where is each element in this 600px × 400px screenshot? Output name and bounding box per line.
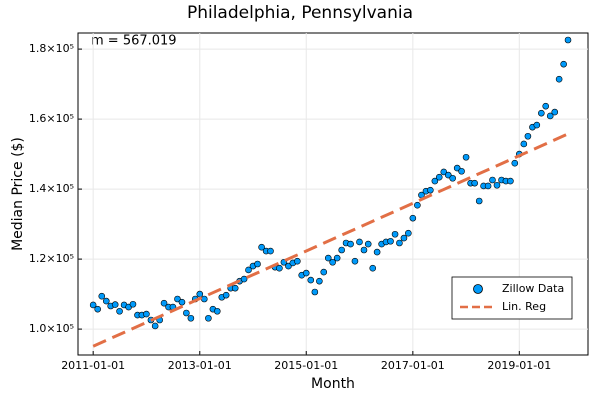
data-point bbox=[307, 276, 315, 284]
regression-line bbox=[92, 132, 569, 348]
data-point bbox=[338, 246, 345, 254]
data-point bbox=[369, 264, 377, 272]
y-tick-label: 1.2×10⁵ bbox=[29, 252, 74, 265]
data-point bbox=[178, 298, 186, 306]
data-point bbox=[555, 75, 563, 83]
data-point bbox=[458, 167, 465, 175]
data-point bbox=[183, 309, 190, 317]
data-point bbox=[409, 214, 417, 222]
y-tick-label: 1.4×10⁵ bbox=[29, 182, 74, 195]
data-point bbox=[538, 109, 545, 117]
data-point bbox=[320, 268, 328, 276]
data-point bbox=[102, 297, 110, 305]
data-point bbox=[431, 177, 439, 185]
data-point bbox=[391, 230, 399, 238]
data-point bbox=[462, 153, 470, 161]
data-point bbox=[546, 112, 554, 120]
data-point bbox=[373, 248, 381, 256]
x-tick-label: 2015-01-01 bbox=[274, 359, 338, 372]
data-point bbox=[89, 301, 97, 309]
data-point bbox=[129, 300, 137, 308]
data-point bbox=[276, 264, 283, 272]
data-point bbox=[471, 179, 478, 187]
data-point bbox=[405, 229, 412, 237]
data-point bbox=[511, 159, 519, 167]
data-point bbox=[440, 168, 448, 176]
x-tick-label: 2019-01-01 bbox=[487, 359, 551, 372]
x-tick-label: 2011-01-01 bbox=[61, 359, 125, 372]
data-point bbox=[435, 173, 443, 181]
data-point bbox=[311, 288, 319, 296]
data-point bbox=[143, 310, 150, 318]
x-tick-label: 2013-01-01 bbox=[168, 359, 232, 372]
data-point bbox=[324, 254, 332, 262]
legend-label: Lin. Reg bbox=[502, 300, 546, 313]
y-axis-label: Median Price ($) bbox=[10, 137, 26, 251]
y-tick-label: 1.6×10⁵ bbox=[29, 112, 74, 125]
data-point bbox=[347, 240, 354, 248]
data-point bbox=[333, 254, 341, 262]
data-point bbox=[267, 247, 274, 255]
data-point bbox=[316, 277, 323, 285]
data-point bbox=[302, 269, 310, 277]
plot-frame bbox=[77, 32, 589, 356]
data-point bbox=[360, 246, 368, 254]
data-point bbox=[507, 177, 514, 185]
x-tick-label: 2017-01-01 bbox=[381, 359, 445, 372]
data-point bbox=[351, 257, 359, 265]
chart-title: Philadelphia, Pennsylvania bbox=[187, 3, 413, 23]
data-point bbox=[542, 102, 550, 110]
data-point bbox=[205, 314, 212, 322]
data-point bbox=[564, 36, 572, 44]
data-point bbox=[94, 305, 101, 313]
data-point bbox=[356, 238, 363, 246]
data-point bbox=[329, 258, 336, 266]
data-point bbox=[187, 314, 195, 322]
data-point bbox=[364, 240, 372, 248]
data-point bbox=[551, 108, 559, 116]
data-point bbox=[533, 121, 541, 129]
data-point bbox=[427, 186, 434, 194]
data-point bbox=[453, 164, 461, 172]
x-axis-label: Month bbox=[311, 376, 355, 392]
data-point bbox=[387, 237, 394, 245]
data-point bbox=[524, 132, 532, 140]
y-tick-label: 1.8×10⁵ bbox=[29, 42, 74, 55]
data-point bbox=[196, 290, 204, 298]
data-point bbox=[213, 307, 221, 315]
annotation: m = 567.019 bbox=[91, 34, 177, 49]
data-point bbox=[160, 299, 168, 307]
data-point bbox=[222, 291, 230, 299]
legend-marker bbox=[473, 284, 483, 294]
y-tick-label: 1.0×10⁵ bbox=[29, 322, 74, 335]
data-point bbox=[111, 301, 119, 308]
data-point bbox=[245, 266, 252, 274]
data-point bbox=[231, 284, 239, 292]
data-point bbox=[493, 181, 501, 189]
data-point bbox=[294, 257, 301, 265]
data-point bbox=[174, 295, 181, 303]
data-point bbox=[116, 307, 123, 315]
data-point bbox=[484, 182, 492, 190]
data-point bbox=[151, 322, 159, 330]
data-point bbox=[396, 239, 403, 247]
data-point bbox=[254, 260, 261, 268]
data-point bbox=[449, 174, 456, 182]
data-point bbox=[560, 60, 567, 68]
data-point bbox=[240, 275, 248, 283]
data-point bbox=[489, 176, 496, 184]
data-point bbox=[475, 197, 483, 205]
legend-box bbox=[451, 276, 573, 320]
data-point bbox=[444, 171, 452, 179]
data-point bbox=[258, 243, 265, 251]
data-point bbox=[400, 234, 408, 242]
data-point bbox=[414, 201, 421, 209]
data-point bbox=[285, 262, 292, 270]
data-point bbox=[520, 140, 528, 148]
legend-label: Zillow Data bbox=[502, 282, 564, 295]
data-point bbox=[98, 292, 106, 300]
